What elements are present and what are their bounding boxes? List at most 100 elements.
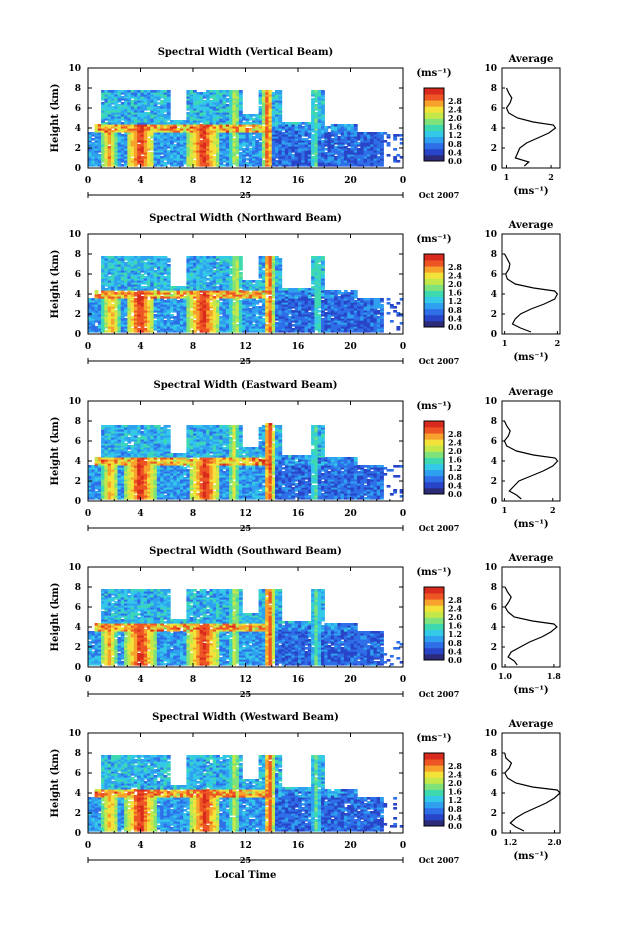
heatmap-cell	[91, 146, 96, 149]
heatmap-cell	[173, 162, 178, 165]
heatmap-cell	[133, 118, 138, 121]
heatmap-cell	[133, 162, 138, 165]
heatmap-cell	[278, 158, 283, 161]
heatmap-cell	[258, 122, 263, 125]
heatmap-cell	[124, 100, 128, 103]
heatmap-cell	[206, 126, 210, 129]
heatmap-cell	[258, 146, 263, 149]
heatmap-cell	[294, 160, 299, 163]
heatmap-cell	[235, 98, 240, 101]
heatmap-cell	[235, 164, 240, 167]
heatmap-cell	[91, 328, 96, 331]
heatmap-cell	[275, 256, 279, 259]
heatmap-cell	[111, 122, 115, 125]
heatmap-cell	[366, 148, 371, 151]
heatmap-cell	[101, 96, 105, 99]
heatmap-cell	[196, 132, 201, 135]
heatmap-cell	[189, 154, 194, 157]
heatmap-cell	[258, 120, 263, 123]
heatmap-cell	[357, 134, 361, 137]
heatmap-cell	[324, 158, 329, 161]
heatmap-cell	[321, 126, 325, 129]
heatmap-cell	[91, 134, 96, 137]
heatmap-cell	[111, 120, 115, 123]
heatmap-cell	[153, 106, 158, 109]
heatmap-cell	[291, 164, 296, 167]
average-frame	[501, 67, 561, 169]
heatmap-cell	[143, 138, 148, 141]
heatmap-cell	[107, 156, 112, 159]
heatmap-cell	[340, 132, 345, 135]
heatmap-cell	[150, 132, 155, 135]
heatmap-cell	[160, 130, 165, 133]
heatmap-cell	[252, 150, 256, 153]
heatmap-cell	[212, 132, 217, 135]
heatmap-cell	[301, 150, 306, 153]
heatmap-cell	[350, 164, 355, 167]
heatmap-cell	[150, 124, 155, 127]
heatmap-cell	[166, 160, 171, 163]
heatmap-cell	[101, 126, 105, 129]
heatmap-cell	[202, 144, 207, 147]
heatmap-cell	[186, 130, 191, 133]
heatmap-cell	[107, 162, 112, 165]
heatmap-cell	[202, 108, 207, 111]
heatmap-cell	[304, 152, 309, 155]
panel-title: Spectral Width (Northward Beam)	[149, 213, 342, 224]
heatmap-cell	[307, 146, 312, 149]
heatmap-cell	[255, 130, 260, 133]
heatmap-cell	[393, 158, 398, 161]
heatmap-cell	[275, 98, 279, 101]
heatmap-cell	[216, 104, 220, 107]
heatmap-cell	[91, 300, 96, 303]
heatmap-cell	[314, 160, 319, 163]
heatmap-cell	[202, 162, 207, 165]
heatmap-cell	[261, 156, 266, 159]
heatmap-cell	[261, 122, 266, 125]
heatmap-cell	[91, 158, 96, 161]
heatmap-cell	[193, 130, 197, 133]
heatmap-cell	[94, 124, 99, 127]
heatmap-cell	[291, 328, 296, 331]
heatmap-cell	[88, 302, 92, 305]
heatmap-cell	[363, 146, 368, 149]
heatmap-cell	[337, 156, 342, 159]
heatmap-cell	[216, 164, 220, 167]
heatmap-cell	[317, 108, 322, 111]
heatmap-cell	[337, 130, 342, 133]
heatmap-cell	[258, 152, 263, 155]
heatmap-cell	[340, 164, 345, 167]
heatmap-cell	[101, 330, 105, 333]
heatmap-cell	[278, 146, 283, 149]
heatmap-cell	[189, 100, 194, 103]
heatmap-cell	[133, 156, 138, 159]
heatmap-cell	[222, 96, 227, 99]
heatmap-cell	[353, 154, 358, 157]
heatmap-cell	[265, 126, 270, 129]
heatmap-cell	[193, 120, 197, 123]
heatmap-cell	[334, 146, 338, 149]
heatmap-cell	[317, 96, 322, 99]
heatmap-cell	[281, 288, 286, 291]
heatmap-cell	[124, 94, 128, 97]
heatmap-cell	[153, 144, 158, 147]
heatmap-cell	[275, 90, 279, 93]
heatmap-cell	[225, 140, 230, 143]
heatmap-cell	[255, 162, 260, 165]
heatmap-cell	[301, 152, 306, 155]
heatmap-cell	[314, 150, 319, 153]
heatmap-cell	[137, 100, 142, 103]
heatmap-cell	[193, 126, 197, 129]
heatmap-cell	[193, 100, 197, 103]
heatmap-cell	[232, 142, 237, 145]
heatmap-cell	[271, 142, 276, 145]
heatmap-cell	[340, 144, 345, 147]
heatmap-cell	[380, 134, 384, 137]
heatmap-cell	[291, 124, 296, 127]
heatmap-cell	[216, 122, 220, 125]
heatmap-cell	[275, 102, 279, 105]
heatmap-cell	[212, 296, 217, 299]
heatmap-cell	[268, 130, 273, 133]
heatmap-cell	[288, 164, 293, 167]
heatmap-cell	[206, 100, 210, 103]
